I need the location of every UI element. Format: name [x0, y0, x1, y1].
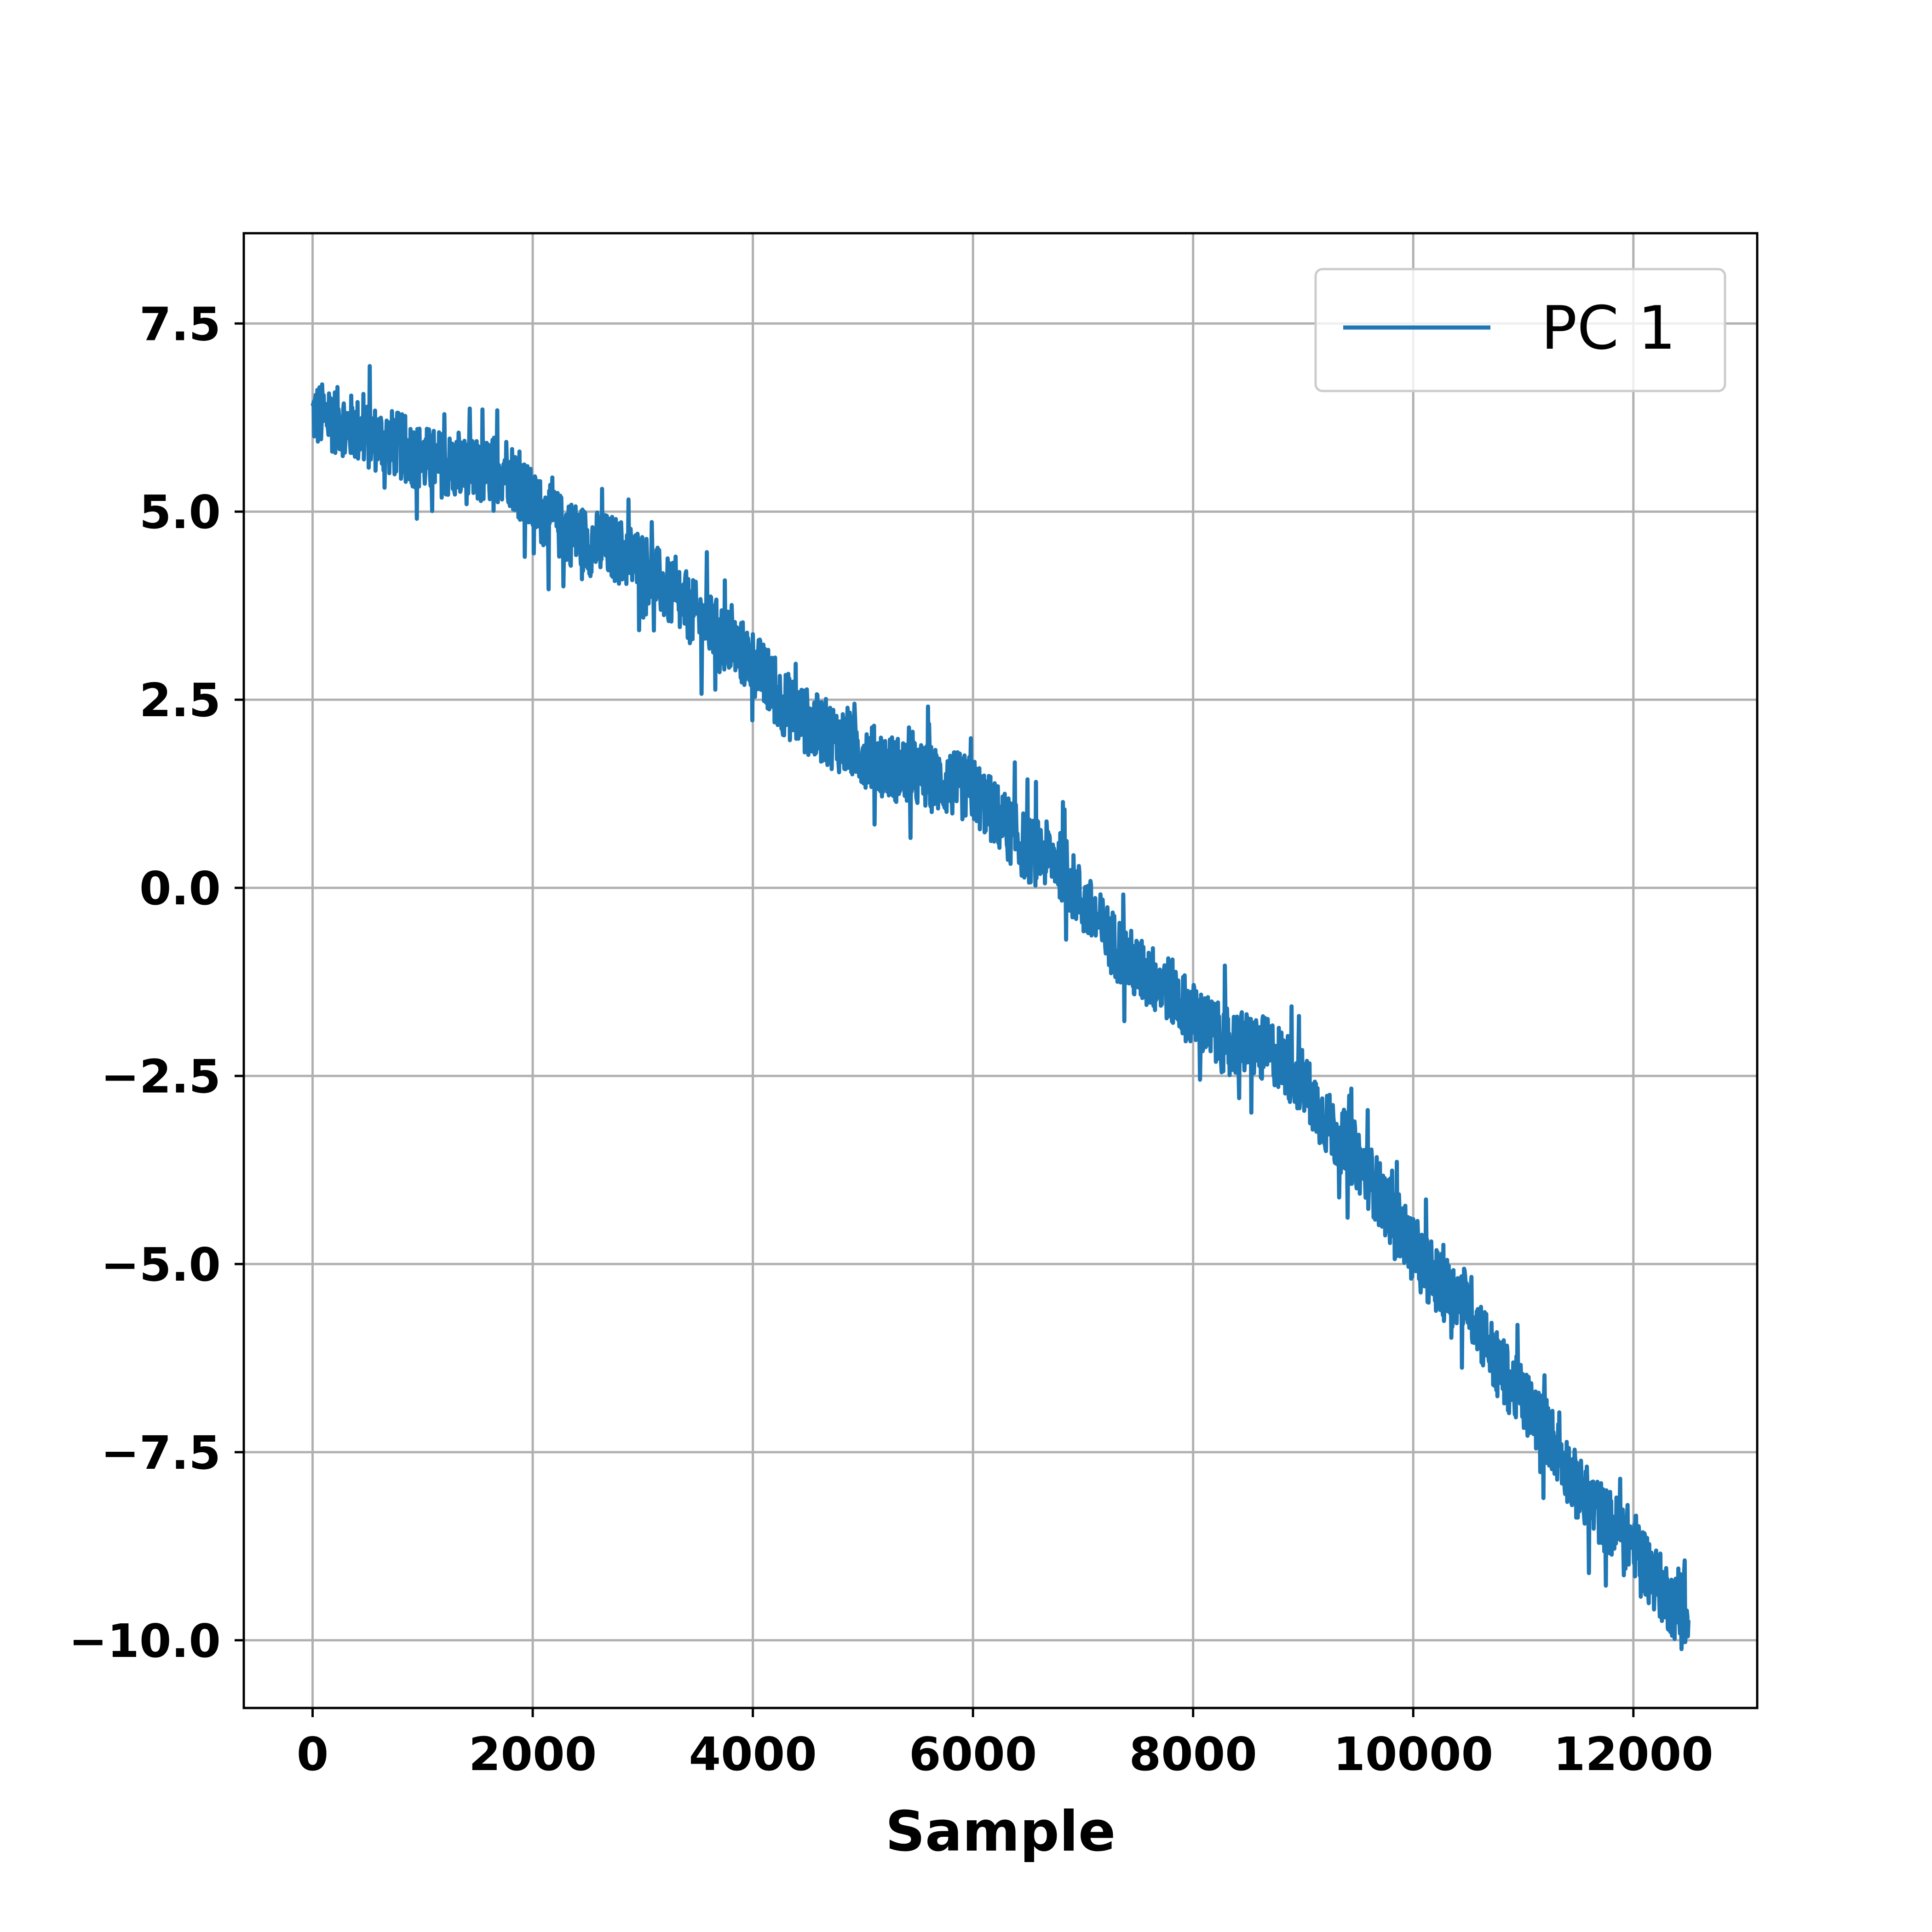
- legend: PC 1: [1314, 268, 1726, 392]
- data-series-layer: [310, 364, 1690, 1651]
- plot-frame: [242, 232, 1759, 1709]
- y-tick-label: −2.5: [101, 1050, 221, 1104]
- grid: [244, 233, 1757, 1708]
- y-tick-label: 5.0: [139, 485, 221, 539]
- y-tick-label: 0.0: [139, 862, 221, 915]
- legend-box: [1314, 268, 1726, 392]
- x-tick-label: 10000: [1333, 1727, 1493, 1781]
- x-tick-label: 6000: [909, 1727, 1037, 1781]
- y-tick-label: −7.5: [101, 1426, 221, 1480]
- x-tick-label: 2000: [469, 1727, 597, 1781]
- y-axis-ticks: 7.5 5.0 2.5 0.0 −2.5 −5.0 −7.5 −10.0: [69, 297, 244, 1668]
- x-axis-ticks: 0 2000 4000 6000 8000 10000 12000: [297, 1708, 1714, 1781]
- series-line-pc1: [310, 364, 1690, 1651]
- y-tick-label: 7.5: [139, 297, 221, 351]
- x-tick-label: 8000: [1129, 1727, 1257, 1781]
- legend-label-pc1: PC 1: [1541, 293, 1676, 363]
- y-tick-label: −5.0: [101, 1238, 221, 1292]
- x-tick-label: 0: [297, 1727, 329, 1781]
- x-tick-label: 4000: [689, 1727, 816, 1781]
- y-tick-label: 2.5: [139, 673, 221, 727]
- y-tick-label: −10.0: [69, 1614, 221, 1668]
- x-tick-label: 12000: [1553, 1727, 1714, 1781]
- x-axis-title: Sample: [886, 1800, 1116, 1864]
